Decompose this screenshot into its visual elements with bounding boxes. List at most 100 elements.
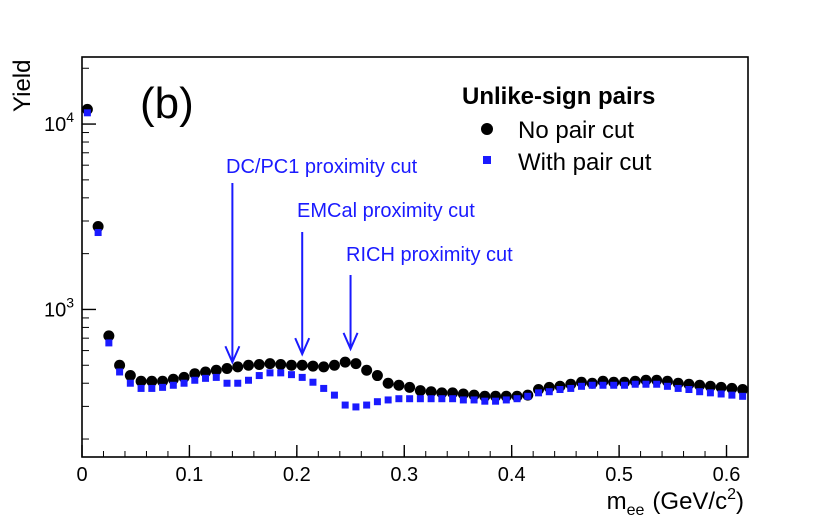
data-point-with-pair-cut [567, 384, 575, 392]
x-tick-label: 0.1 [176, 464, 204, 486]
y-tick-base: 10 [44, 114, 66, 136]
data-point-with-pair-cut [159, 383, 167, 391]
data-point-with-pair-cut [620, 381, 628, 389]
data-point-no-pair-cut [350, 358, 362, 370]
data-point-with-pair-cut [105, 339, 113, 347]
data-point-with-pair-cut [674, 384, 682, 392]
x-tick-label: 0.5 [605, 464, 633, 486]
annotation-emcal: EMCal proximity cut [297, 200, 475, 222]
data-point-no-pair-cut [296, 359, 308, 371]
data-point-with-pair-cut [438, 395, 446, 403]
y-tick-exponent: 3 [66, 294, 74, 310]
data-point-with-pair-cut [685, 386, 693, 394]
data-point-with-pair-cut [287, 371, 295, 379]
data-point-with-pair-cut [245, 376, 252, 384]
annotation-rich: RICH proximity cut [346, 244, 513, 266]
data-point-with-pair-cut [578, 382, 585, 390]
data-point-with-pair-cut [556, 386, 564, 394]
x-tick-label: 0.3 [390, 464, 418, 486]
data-point-with-pair-cut [696, 388, 704, 396]
data-point-no-pair-cut [404, 381, 416, 393]
x-tick-labels: 0 0.1 0.2 0.3 0.4 0.5 0.6 [76, 464, 740, 486]
data-point-with-pair-cut [202, 374, 210, 382]
data-point-with-pair-cut [470, 396, 478, 404]
data-point-with-pair-cut [642, 380, 650, 388]
data-point-with-pair-cut [126, 379, 134, 387]
data-point-with-pair-cut [739, 392, 747, 400]
data-point-no-pair-cut [210, 364, 222, 376]
data-point-with-pair-cut [588, 381, 596, 389]
data-point-no-pair-cut [328, 359, 340, 371]
data-point-with-pair-cut [717, 390, 725, 398]
annotation-dc-pc1: DC/PC1 proximity cut [226, 156, 418, 178]
y-tick-label: 103 [44, 294, 74, 321]
data-point-with-pair-cut [255, 372, 263, 380]
data-point-with-pair-cut [599, 381, 607, 389]
data-point-no-pair-cut [200, 366, 212, 378]
data-point-with-pair-cut [524, 392, 532, 400]
data-point-with-pair-cut [169, 381, 177, 389]
data-point-no-pair-cut [275, 358, 287, 370]
y-axis-label: Yield [9, 60, 36, 112]
y-tick-base: 10 [44, 299, 66, 321]
data-point-no-pair-cut [253, 358, 265, 370]
data-point-with-pair-cut [706, 389, 714, 397]
data-point-no-pair-cut [318, 361, 330, 373]
data-point-with-pair-cut [298, 373, 306, 381]
data-point-with-pair-cut [728, 391, 736, 399]
x-axis-label-units-sup: 2 [727, 486, 736, 503]
legend-label-with-pair-cut: With pair cut [518, 149, 652, 176]
legend-marker-with-pair-cut [483, 156, 491, 164]
x-axis-label: mee (GeV/c2) [607, 486, 744, 519]
data-point-no-pair-cut [189, 368, 201, 380]
data-point-with-pair-cut [116, 368, 124, 376]
legend: Unlike-sign pairs No pair cut With pair … [462, 83, 655, 176]
x-tick-label: 0.4 [498, 464, 526, 486]
data-point-with-pair-cut [384, 396, 392, 404]
data-point-no-pair-cut [694, 379, 706, 391]
x-axis-label-units: (GeV/c [652, 488, 727, 515]
annotation-arrow-head [224, 345, 241, 365]
data-point-with-pair-cut [277, 369, 285, 377]
data-point-with-pair-cut [83, 109, 91, 117]
data-point-with-pair-cut [610, 381, 618, 389]
x-tick-label: 0 [76, 464, 87, 486]
data-point-no-pair-cut [243, 359, 254, 371]
data-point-with-pair-cut [406, 395, 414, 403]
data-point-no-pair-cut [264, 358, 276, 370]
x-tick-label: 0.6 [713, 464, 741, 486]
data-point-no-pair-cut [361, 364, 373, 376]
y-tick-label: 104 [44, 109, 74, 136]
data-point-no-pair-cut [221, 363, 233, 375]
data-point-with-pair-cut [481, 397, 489, 405]
data-point-no-pair-cut [715, 381, 727, 393]
data-point-with-pair-cut [653, 380, 661, 388]
data-point-no-pair-cut [232, 361, 244, 373]
data-point-with-pair-cut [320, 384, 328, 392]
data-point-with-pair-cut [266, 369, 274, 377]
annotation-arrow-head [342, 332, 359, 352]
data-point-no-pair-cut [726, 382, 738, 394]
data-point-with-pair-cut [459, 396, 467, 404]
x-axis-label-units-close: ) [736, 488, 744, 515]
plot-frame [81, 56, 749, 458]
data-point-with-pair-cut [373, 398, 381, 406]
x-tick-label: 0.2 [283, 464, 311, 486]
data-point-with-pair-cut [545, 388, 553, 396]
data-point-no-pair-cut [103, 330, 115, 342]
data-point-no-pair-cut [704, 380, 716, 392]
data-point-with-pair-cut [427, 395, 435, 403]
data-point-with-pair-cut [395, 395, 403, 403]
data-point-no-pair-cut [382, 377, 394, 389]
data-point-with-pair-cut [212, 373, 220, 381]
data-point-with-pair-cut [449, 395, 457, 403]
data-point-no-pair-cut [135, 375, 147, 387]
data-point-no-pair-cut [285, 359, 297, 371]
legend-title: Unlike-sign pairs [462, 83, 655, 110]
data-point-with-pair-cut [663, 382, 671, 390]
data-point-with-pair-cut [416, 395, 424, 403]
data-point-no-pair-cut [737, 384, 749, 396]
data-point-with-pair-cut [363, 401, 371, 409]
